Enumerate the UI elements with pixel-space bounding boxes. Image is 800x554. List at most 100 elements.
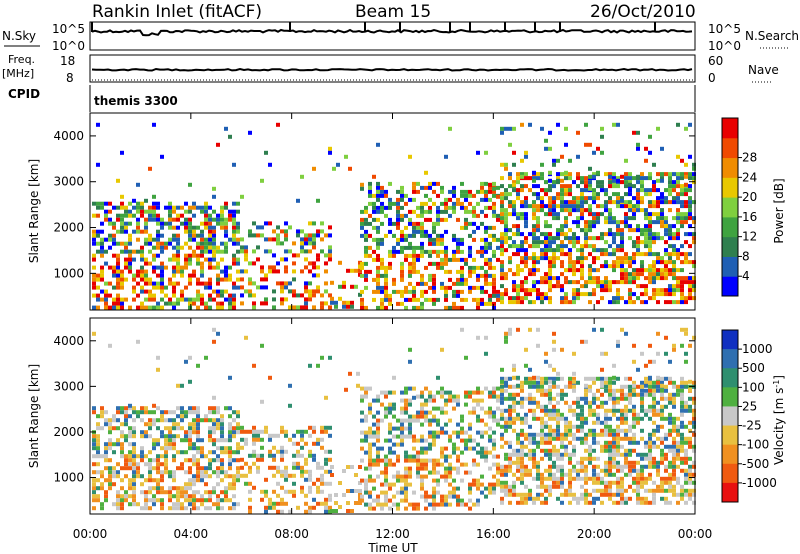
heatmap-cell [188, 482, 192, 487]
heatmap-cell [548, 424, 552, 429]
heatmap-cell [368, 185, 372, 190]
heatmap-cell [688, 288, 692, 293]
heatmap-cell [540, 436, 544, 441]
heatmap-cell [452, 494, 456, 499]
heatmap-cell [584, 436, 588, 441]
heatmap-cell [576, 220, 580, 225]
heatmap-cell [372, 201, 376, 206]
heatmap-cell [636, 272, 640, 277]
heatmap-cell [500, 204, 504, 209]
heatmap-cell [608, 264, 612, 269]
heatmap-cell [636, 268, 640, 273]
heatmap-cell [636, 392, 640, 397]
heatmap-cell [432, 442, 436, 447]
heatmap-cell [384, 281, 388, 286]
heatmap-cell [644, 383, 648, 388]
heatmap-cell [280, 473, 284, 478]
heatmap-cell [132, 478, 136, 483]
heatmap-cell [484, 237, 488, 242]
heatmap-cell [204, 217, 208, 222]
heatmap-cell [504, 383, 508, 388]
heatmap-cell [476, 398, 480, 403]
heatmap-cell [358, 292, 362, 297]
heatmap-cell [208, 474, 212, 479]
heatmap-cell [588, 142, 592, 147]
heatmap-cell [404, 482, 408, 487]
heatmap-cell [308, 237, 312, 242]
heatmap-cell [620, 468, 624, 473]
heatmap-cell [504, 480, 508, 485]
heatmap-cell [680, 220, 684, 225]
heatmap-cell [600, 236, 604, 241]
heatmap-cell [540, 196, 544, 201]
heatmap-cell [360, 498, 364, 503]
heatmap-cell [144, 462, 148, 467]
heatmap-cell [280, 229, 284, 234]
heatmap-cell [564, 192, 568, 197]
heatmap-cell [184, 486, 188, 491]
heatmap-cell [420, 462, 424, 467]
station-title: Rankin Inlet (fitACF) [92, 2, 262, 22]
heatmap-cell [552, 416, 556, 421]
heatmap-cell [524, 396, 528, 401]
heatmap-cell [460, 430, 464, 435]
heatmap-cell [680, 424, 684, 429]
heatmap-cell [516, 383, 520, 388]
heatmap-cell [584, 208, 588, 213]
heatmap-cell [628, 204, 632, 209]
heatmap-cell [288, 305, 292, 310]
heatmap-cell [412, 285, 416, 290]
heatmap-cell [156, 418, 160, 423]
heatmap-cell [168, 209, 172, 214]
heatmap-cell [672, 300, 676, 305]
heatmap-cell [604, 492, 608, 497]
heatmap-cell [204, 201, 208, 206]
heatmap-cell [208, 205, 212, 210]
heatmap-cell [688, 404, 692, 409]
heatmap-cell [448, 494, 452, 499]
colorbar-tick-label: -100 [742, 438, 769, 452]
heatmap-cell [612, 456, 616, 461]
heatmap-cell [592, 420, 596, 425]
heatmap-cell [552, 408, 556, 413]
heatmap-cell [568, 376, 572, 381]
heatmap-cell [224, 289, 228, 294]
heatmap-cell [396, 426, 400, 431]
heatmap-cell [354, 268, 358, 273]
heatmap-cell [688, 252, 692, 257]
heatmap-cell [292, 481, 296, 486]
heatmap-cell [360, 478, 364, 483]
heatmap-cell [516, 468, 520, 473]
heatmap-cell [532, 260, 536, 265]
heatmap-cell [560, 208, 564, 213]
heatmap-cell [300, 433, 304, 438]
heatmap-cell [284, 257, 288, 262]
heatmap-cell [304, 265, 308, 270]
heatmap-cell [476, 297, 480, 302]
heatmap-cell [492, 213, 496, 218]
heatmap-cell [392, 502, 396, 507]
heatmap-cell [444, 297, 448, 302]
heatmap-cell [488, 466, 492, 471]
heatmap-cell [524, 420, 528, 425]
heatmap-cell [484, 450, 488, 455]
heatmap-cell [296, 229, 300, 234]
heatmap-cell [276, 509, 280, 514]
heatmap-cell [556, 178, 560, 183]
heatmap-cell [640, 484, 644, 489]
heatmap-cell [152, 446, 156, 451]
heatmap-cell [492, 281, 496, 286]
heatmap-cell [656, 272, 660, 277]
heatmap-cell [456, 281, 460, 286]
heatmap-cell [496, 398, 500, 403]
heatmap-cell [184, 229, 188, 234]
heatmap-cell [168, 257, 172, 262]
heatmap-cell [324, 469, 328, 474]
heatmap-cell [324, 457, 328, 462]
heatmap-cell [484, 229, 488, 234]
heatmap-cell [428, 494, 432, 499]
heatmap-cell [680, 260, 684, 265]
heatmap-cell [388, 410, 392, 415]
heatmap-cell [304, 257, 308, 262]
heatmap-cell [672, 468, 676, 473]
